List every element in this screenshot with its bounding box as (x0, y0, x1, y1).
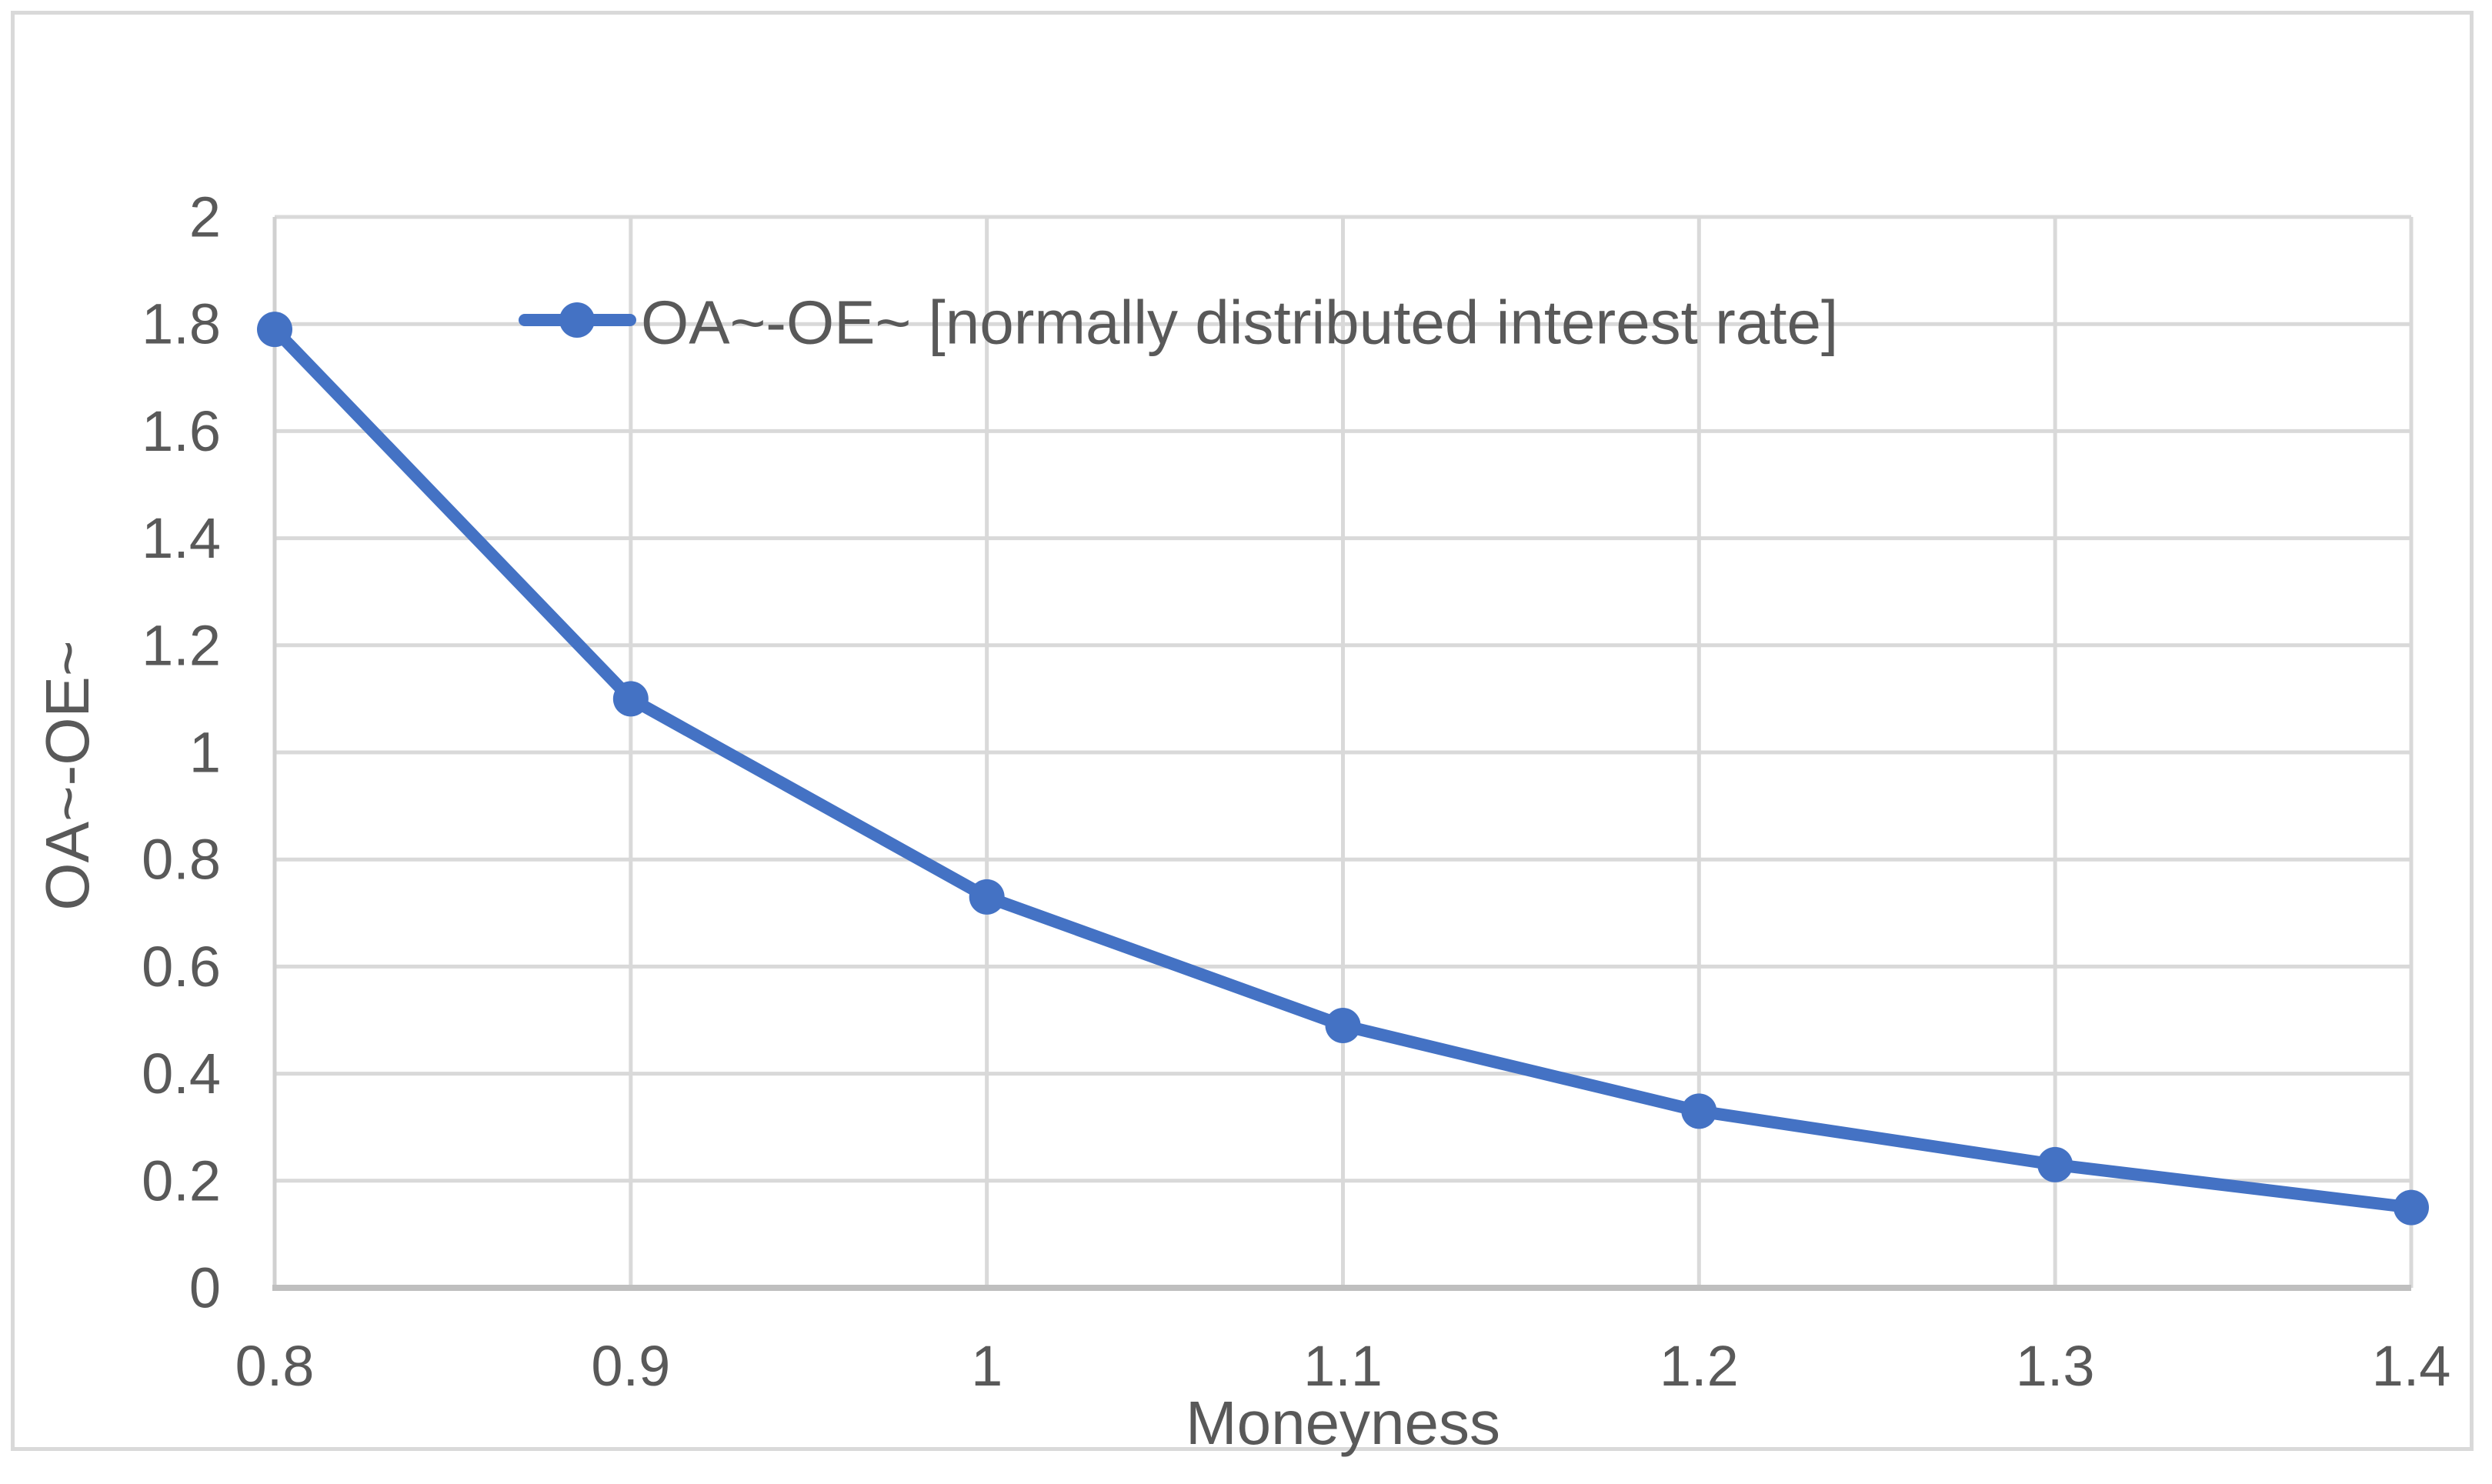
data-point-marker (2394, 1189, 2429, 1226)
y-tick-label: 0.8 (142, 828, 221, 892)
x-tick-label: 1.4 (2372, 1334, 2451, 1398)
y-tick-label: 1 (189, 721, 221, 785)
y-tick-label: 0.4 (142, 1042, 221, 1105)
legend-marker (559, 302, 595, 338)
x-axis-title: Moneyness (1186, 1389, 1500, 1457)
x-tick-label: 0.8 (235, 1334, 315, 1398)
line-chart: 0 0.2 0.4 0.6 0.8 1 1.2 1.4 1.6 1.8 2 0.8 0.9 1 1.1 1.2… (33, 185, 2451, 1458)
y-tick-label: 1.6 (142, 399, 221, 463)
x-tick-label: 1.2 (1660, 1334, 1739, 1398)
y-tick-label: 0 (189, 1256, 221, 1320)
legend: OA~-OE~ [normally distributed interest r… (519, 288, 1838, 357)
x-tick-labels: 0.8 0.9 1 1.1 1.2 1.3 1.4 (235, 1334, 2451, 1398)
x-tick-label: 1 (971, 1334, 1002, 1398)
x-tick-label: 1.1 (1303, 1334, 1383, 1398)
legend-label: OA~-OE~ [normally distributed interest r… (641, 288, 1838, 357)
data-point-marker (2037, 1146, 2073, 1182)
data-point-marker (257, 312, 292, 348)
x-tick-label: 1.3 (2016, 1334, 2095, 1398)
y-axis-title: OA~-OE~ (33, 640, 102, 910)
y-tick-labels: 0 0.2 0.4 0.6 0.8 1 1.2 1.4 1.6 1.8 2 (142, 185, 221, 1320)
data-point-marker (1325, 1007, 1361, 1043)
y-tick-label: 1.2 (142, 613, 221, 677)
data-point-marker (969, 879, 1005, 915)
y-tick-label: 1.8 (142, 292, 221, 356)
y-tick-label: 1.4 (142, 506, 221, 570)
y-tick-label: 2 (189, 185, 221, 249)
data-point-marker (612, 681, 649, 717)
y-tick-label: 0.6 (142, 935, 221, 999)
data-point-marker (1681, 1093, 1717, 1129)
x-tick-label: 0.9 (591, 1334, 670, 1398)
y-tick-label: 0.2 (142, 1149, 221, 1212)
gridlines (275, 215, 2414, 1288)
chart-figure: 0 0.2 0.4 0.6 0.8 1 1.2 1.4 1.6 1.8 2 0.8 0.9 1 1.1 1.2… (11, 11, 2474, 1457)
